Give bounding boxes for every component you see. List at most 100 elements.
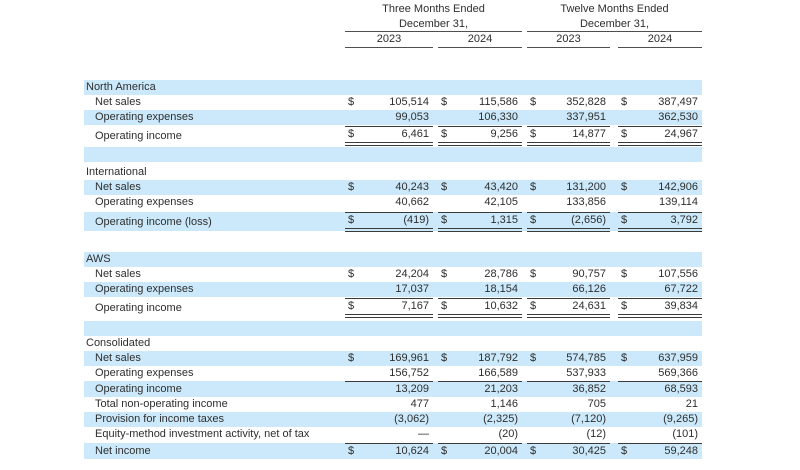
section-label: Consolidated: [86, 337, 151, 349]
cell: $10,624: [345, 443, 433, 459]
cell: $115,586: [438, 95, 522, 110]
value: 18,154: [484, 283, 518, 295]
cell: 13,209: [345, 381, 433, 397]
cell: $9,256: [438, 126, 522, 146]
value: 569,366: [658, 367, 698, 379]
value: 68,593: [664, 383, 698, 395]
total-row: Operating income $6,461 $9,256 $14,877 $…: [84, 126, 702, 146]
value: (2,656): [571, 214, 606, 226]
dollar-sign: $: [441, 445, 448, 457]
period-group-twelve-months: Twelve Months Ended: [560, 3, 669, 15]
cell: 67,722: [618, 282, 702, 297]
cell: 21,203: [438, 381, 522, 397]
value: 42,105: [484, 196, 518, 208]
value: 24,631: [572, 300, 606, 312]
value: 537,933: [566, 367, 606, 379]
segment-results-table: Three Months Ended Twelve Months Ended D…: [84, 0, 702, 459]
cell: $3,792: [618, 212, 702, 232]
value: 133,856: [566, 196, 606, 208]
cell: $142,906: [618, 180, 702, 195]
dollar-sign: $: [441, 96, 448, 108]
section-row-consolidated: Consolidated: [84, 336, 702, 351]
year-column-header: 2023: [345, 32, 433, 48]
dollar-sign: $: [441, 352, 448, 364]
dollar-sign: $: [441, 181, 448, 193]
cell: $24,967: [618, 126, 702, 146]
row-label: Net income: [95, 444, 151, 457]
table-row: Operating expenses 17,037 18,154 66,126 …: [84, 282, 702, 297]
period-date-three-months: December 31,: [345, 17, 522, 32]
row-label: Total non-operating income: [95, 398, 228, 410]
cell: $131,200: [527, 180, 610, 195]
header-group-line2: December 31, December 31,: [84, 17, 702, 32]
table-row: Operating expenses 156,752 166,589 537,9…: [84, 366, 702, 381]
dollar-sign: $: [530, 268, 537, 280]
cell: $24,204: [345, 267, 433, 282]
value: 142,906: [658, 181, 698, 193]
cell: 99,053: [345, 110, 433, 125]
spacer-row: [84, 231, 702, 252]
cell: 17,037: [345, 282, 433, 297]
cell: 337,951: [527, 110, 610, 125]
cell: (9,265): [618, 412, 702, 427]
value: 10,624: [395, 445, 429, 457]
value: 3,792: [670, 214, 698, 226]
value: 705: [587, 398, 606, 410]
cell: 36,852: [527, 381, 610, 397]
cell: $387,497: [618, 95, 702, 110]
dollar-sign: $: [348, 128, 355, 140]
dollar-sign: $: [621, 96, 628, 108]
dollar-sign: $: [621, 352, 628, 364]
dollar-sign: $: [441, 300, 448, 312]
table-row: Operating income 13,209 21,203 36,852 68…: [84, 381, 702, 397]
total-row: Operating income $7,167 $10,632 $24,631 …: [84, 298, 702, 318]
row-label: Operating income: [95, 129, 182, 142]
value: 9,256: [490, 128, 518, 140]
section-label: North America: [86, 81, 156, 93]
dollar-sign: $: [621, 128, 628, 140]
value: 40,662: [395, 196, 429, 208]
cell: $30,425: [527, 443, 610, 459]
value: 17,037: [395, 283, 429, 295]
value: 90,757: [572, 268, 606, 280]
value: 1,146: [490, 398, 518, 410]
spacer-row: [84, 321, 702, 336]
dollar-sign: $: [530, 128, 537, 140]
value: 21,203: [484, 383, 518, 395]
section-row-aws: AWS: [84, 252, 702, 267]
cell: $43,420: [438, 180, 522, 195]
table-row: Operating expenses 99,053 106,330 337,95…: [84, 110, 702, 125]
table-row: Total non-operating income 477 1,146 705…: [84, 397, 702, 412]
row-label: Operating income (loss): [95, 215, 212, 228]
value: 139,114: [659, 196, 698, 208]
cell: $ (2,656): [527, 212, 610, 232]
year-column-header: 2024: [618, 32, 702, 48]
cell: $ (419): [345, 212, 433, 232]
value: 166,589: [478, 367, 518, 379]
cell: 362,530: [618, 110, 702, 125]
section-row-north-america: North America: [84, 80, 702, 95]
dollar-sign: $: [621, 445, 628, 457]
dollar-sign: $: [530, 214, 537, 226]
cell: 133,856: [527, 195, 610, 210]
value: 362,530: [658, 111, 698, 123]
value: 14,877: [572, 128, 606, 140]
row-label: Net sales: [95, 352, 141, 364]
value: 131,200: [566, 181, 606, 193]
dollar-sign: $: [348, 214, 355, 226]
section-row-international: International: [84, 165, 702, 180]
value: 59,248: [664, 445, 698, 457]
value: 337,951: [566, 111, 606, 123]
table-row: Net sales $24,204 $28,786 $90,757 $107,5…: [84, 267, 702, 282]
cell: $28,786: [438, 267, 522, 282]
value: 21: [685, 398, 698, 410]
dollar-sign: $: [621, 181, 628, 193]
section-label: AWS: [86, 253, 111, 265]
table-row: Net sales $40,243 $43,420 $131,200 $142,…: [84, 180, 702, 195]
dollar-sign: $: [621, 300, 628, 312]
dollar-sign: $: [530, 352, 537, 364]
cell: (3,062): [345, 412, 433, 427]
value: 477: [410, 398, 429, 410]
table-row: Net sales $105,514 $115,586 $352,828 $38…: [84, 95, 702, 110]
value: (101): [672, 428, 698, 440]
